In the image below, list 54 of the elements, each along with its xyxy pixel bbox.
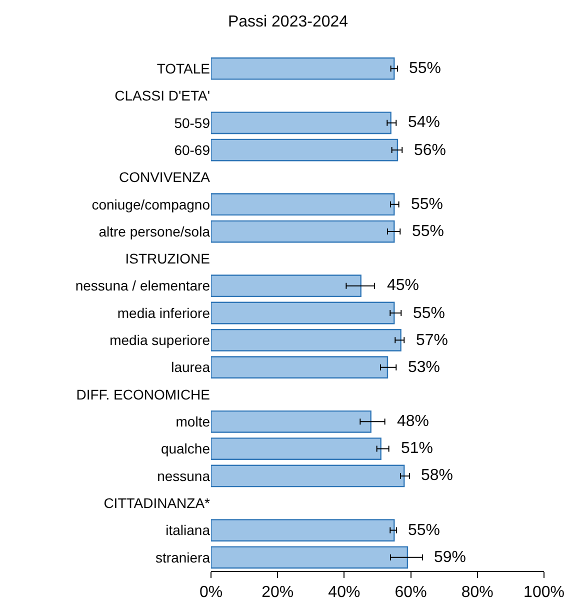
bar: [211, 57, 395, 80]
y-tick-label: CLASSI D'ETA': [114, 88, 210, 104]
bar: [211, 410, 372, 433]
y-tick-label: media inferiore: [117, 304, 210, 321]
data-label: 55%: [409, 60, 442, 77]
x-tick-label: 80%: [461, 584, 494, 602]
data-label: 53%: [408, 359, 440, 376]
data-label: 45%: [387, 277, 420, 294]
data-label: 48%: [397, 413, 430, 430]
bar: [211, 274, 362, 298]
bar: [211, 138, 398, 162]
y-tick-label: ISTRUZIONE: [125, 250, 210, 267]
data-label: 59%: [434, 549, 466, 566]
y-tick-label: laurea: [171, 359, 210, 376]
data-label: 57%: [416, 332, 448, 349]
y-tick-label: altre persone/sola: [98, 223, 210, 240]
data-label: 51%: [401, 440, 434, 457]
bar: [211, 220, 395, 243]
x-tick-label: 60%: [394, 584, 427, 602]
bar: [211, 519, 395, 542]
y-tick-label: TOTALE: [156, 60, 210, 76]
bar: [211, 302, 395, 324]
y-tick-label: nessuna: [157, 468, 210, 484]
x-tick-label: 100%: [524, 584, 564, 602]
y-tick-label: qualche: [160, 440, 210, 457]
y-tick-label: 60-69: [174, 142, 210, 158]
y-tick-label: CITTADINANZA*: [104, 495, 211, 512]
y-tick-label: nessuna / elementare: [75, 278, 210, 294]
x-tick-label: 20%: [262, 584, 294, 602]
x-tick-label: 0%: [199, 584, 223, 602]
data-label: 55%: [411, 196, 444, 213]
bar: [211, 438, 382, 460]
y-tick-label: DIFF. ECONOMICHE: [76, 386, 210, 402]
bar: [211, 112, 392, 134]
y-tick-label: media superiore: [110, 332, 210, 348]
chart-title: Passi 2023-2024: [228, 14, 348, 31]
data-label: 55%: [413, 305, 446, 322]
x-tick-label: 40%: [328, 584, 360, 602]
bar: [211, 193, 395, 216]
y-tick-label: molte: [176, 414, 210, 430]
bar: [211, 328, 402, 352]
bar: [211, 356, 388, 379]
y-tick-label: 50-59: [174, 114, 210, 131]
data-label: 55%: [412, 223, 444, 240]
bar: [211, 546, 408, 569]
y-tick-label: CONVIVENZA: [118, 169, 211, 186]
y-tick-label: italiana: [166, 522, 210, 538]
data-label: 56%: [414, 142, 446, 159]
data-label: 54%: [408, 114, 440, 131]
y-tick-label: coniuge/compagno: [92, 196, 210, 212]
bar: [211, 464, 405, 488]
y-tick-label: straniera: [156, 549, 210, 566]
data-label: 58%: [421, 467, 454, 484]
data-label: 55%: [408, 522, 440, 539]
